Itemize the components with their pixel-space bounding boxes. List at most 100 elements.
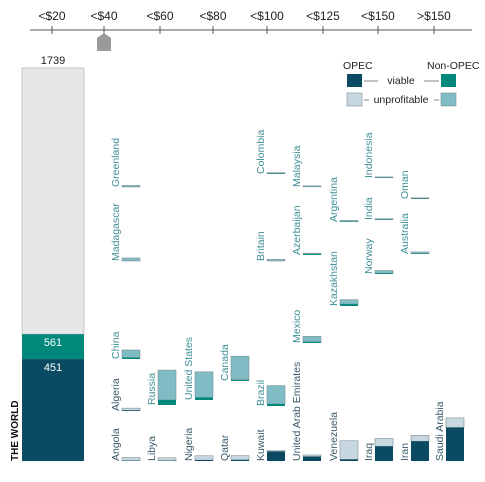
country-label-madagascar: Madagascar: [110, 203, 122, 261]
bar-unprofitable-qatar: [231, 456, 249, 460]
country-label-iran: Iran: [399, 443, 411, 461]
country-label-greenland: Greenland: [110, 138, 122, 187]
bar-unprofitable-malaysia: [303, 186, 321, 187]
country-label-nigeria: Nigeria: [183, 428, 195, 461]
legend-opec-viable-swatch: [347, 74, 362, 87]
country-label-indonesia: Indonesia: [363, 132, 375, 178]
bar-unprofitable-algeria: [122, 408, 140, 410]
bar-viable-canada: [231, 380, 249, 381]
bar-unprofitable-colombia: [267, 173, 285, 174]
bar-unprofitable-canada: [231, 356, 249, 380]
country-label-india: India: [363, 197, 375, 220]
bar-viable-united-arab-emirates: [303, 457, 321, 461]
bar-viable-qatar: [231, 460, 249, 461]
legend-nonopec-unprofitable-swatch: [441, 93, 456, 106]
country-label-saudi-arabia: Saudi Arabia: [434, 401, 446, 461]
country-label-canada: Canada: [219, 344, 231, 381]
bar-viable-united-states: [195, 397, 213, 400]
legend-unprofitable-label: unprofitable: [374, 94, 429, 106]
world-unprofitable-segment: [22, 68, 84, 334]
bar-unprofitable-united-states: [195, 372, 213, 398]
legend-nonopec-header: Non-OPEC: [427, 60, 480, 72]
bar-unprofitable-argentina: [340, 220, 358, 221]
country-label-algeria: Algeria: [110, 378, 122, 411]
bar-unprofitable-azerbaijan: [303, 253, 321, 254]
bar-unprofitable-iran: [411, 435, 429, 441]
bar-unprofitable-saudi-arabia: [446, 418, 464, 428]
country-label-united-arab-emirates: United Arab Emirates: [291, 362, 303, 461]
country-label-malaysia: Malaysia: [291, 145, 303, 187]
bar-viable-russia: [158, 400, 176, 405]
country-label-colombia: Colombia: [255, 129, 267, 174]
country-label-united-states: United States: [183, 337, 195, 400]
bar-unprofitable-russia: [158, 370, 176, 400]
bar-unprofitable-oman: [411, 198, 429, 199]
bar-viable-mexico: [303, 342, 321, 343]
bar-viable-norway: [375, 273, 393, 274]
legend-opec-unprofitable-swatch: [347, 93, 362, 106]
bar-viable-algeria: [122, 410, 140, 411]
bar-viable-iraq: [375, 446, 393, 461]
bar-unprofitable-china: [122, 350, 140, 358]
selected-price-marker: [97, 33, 111, 51]
world-viable-opec-label: 451: [44, 362, 62, 374]
price-threshold-label-150: <$150: [361, 9, 395, 23]
country-labels: Angola Algeria China Madagascar Greenland Lib…: [110, 129, 446, 461]
bar-unprofitable-iraq: [375, 438, 393, 446]
country-label-china: China: [110, 331, 122, 359]
world-opec-viable-segment: [22, 359, 84, 461]
bar-unprofitable-india: [375, 219, 393, 220]
world-label: THE WORLD: [10, 400, 21, 461]
bar-unprofitable-kazakhstan: [340, 300, 358, 304]
bar-unprofitable-britain: [267, 259, 285, 261]
price-threshold-label-100: <$100: [250, 9, 284, 23]
legend-viable-label: viable: [387, 75, 415, 87]
price-threshold-label-80: <$80: [199, 9, 226, 23]
bar-viable-kuwait: [267, 452, 285, 461]
country-label-kuwait: Kuwait: [255, 429, 267, 461]
bar-unprofitable-mexico: [303, 336, 321, 341]
country-label-libya: Libya: [146, 436, 158, 461]
world-total-label: 1739: [41, 55, 65, 67]
bar-viable-iran: [411, 441, 429, 461]
legend-nonopec-viable-swatch: [441, 74, 456, 87]
country-label-brazil: Brazil: [255, 380, 267, 406]
bar-unprofitable-indonesia: [375, 177, 393, 178]
price-threshold-label-60: <$60: [146, 9, 173, 23]
country-label-argentina: Argentina: [328, 177, 340, 222]
bar-viable-saudi-arabia: [446, 428, 464, 461]
price-threshold-label-40: <$40: [90, 9, 117, 23]
country-label-angola: Angola: [110, 428, 122, 461]
country-label-australia: Australia: [399, 213, 411, 254]
bar-unprofitable-venezuela: [340, 441, 358, 460]
bar-unprofitable-madagascar: [122, 258, 140, 261]
bar-unprofitable-libya: [158, 458, 176, 461]
bar-unprofitable-brazil: [267, 386, 285, 404]
country-label-mexico: Mexico: [291, 310, 303, 343]
bar-unprofitable-united-arab-emirates: [303, 455, 321, 457]
legend: OPEC Non-OPEC viable unprofitable: [343, 60, 480, 106]
legend-opec-header: OPEC: [343, 60, 373, 72]
country-label-oman: Oman: [399, 170, 411, 199]
country-label-russia: Russia: [146, 373, 158, 405]
country-label-venezuela: Venezuela: [328, 412, 340, 461]
country-label-kazakhstan: Kazakhstan: [328, 251, 340, 306]
price-threshold-label-20: <$20: [38, 9, 65, 23]
bar-viable-brazil: [267, 404, 285, 406]
country-label-azerbaijan: Azerbaijan: [291, 205, 303, 255]
price-axis: <$20<$40<$60<$80<$100<$125<$150>$150: [30, 9, 472, 51]
bar-unprofitable-kuwait: [267, 451, 285, 452]
bar-unprofitable-nigeria: [195, 456, 213, 460]
bar-viable-china: [122, 358, 140, 359]
bar-unprofitable-norway: [375, 271, 393, 274]
country-label-norway: Norway: [363, 238, 375, 274]
bar-viable-kazakhstan: [340, 304, 358, 306]
price-threshold-label-150: >$150: [417, 9, 451, 23]
bar-unprofitable-greenland: [122, 185, 140, 187]
country-label-britain: Britain: [255, 231, 267, 261]
bar-viable-nigeria: [195, 460, 213, 461]
bar-viable-venezuela: [340, 459, 358, 461]
